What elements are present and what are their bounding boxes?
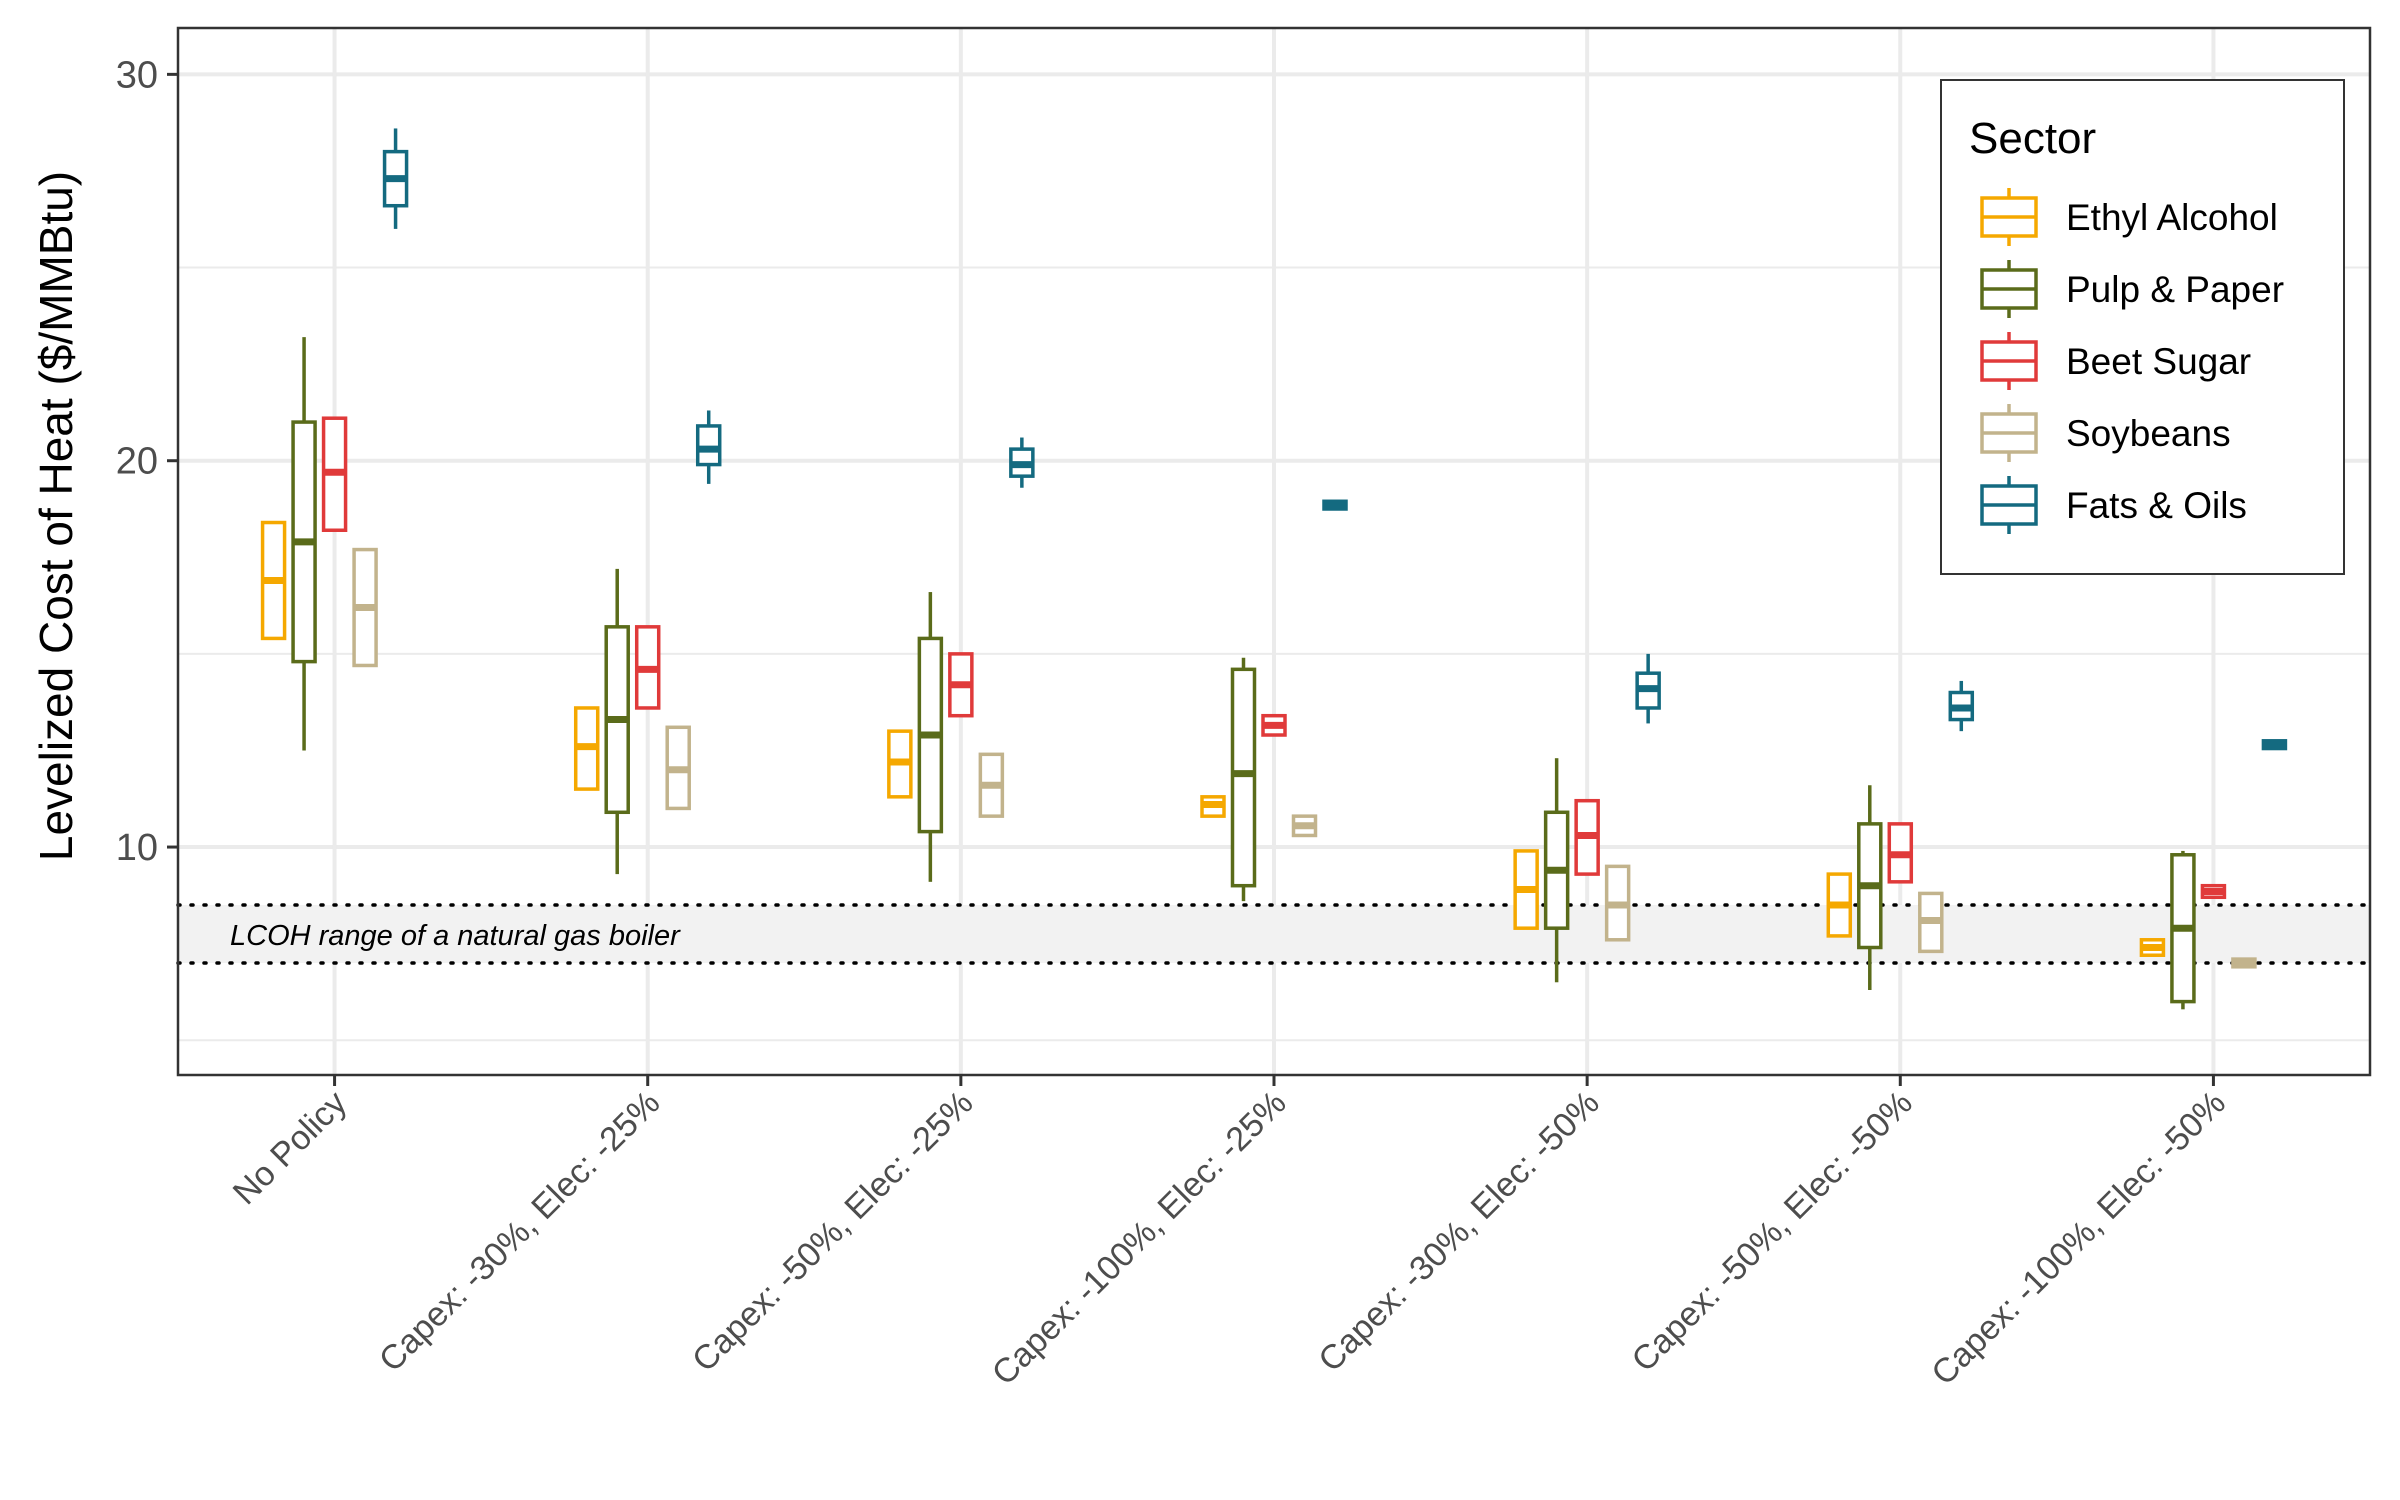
y-axis-title: Levelized Cost of Heat ($/MMBtu) bbox=[30, 171, 82, 861]
y-tick-label: 10 bbox=[116, 827, 158, 869]
box-beet-sugar bbox=[1261, 713, 1287, 737]
box-ethyl-alcohol bbox=[1200, 795, 1226, 818]
legend-label: Soybeans bbox=[2066, 413, 2231, 454]
box-pulp-paper bbox=[2170, 850, 2196, 1010]
y-tick-label: 20 bbox=[116, 441, 158, 483]
box-beet-sugar bbox=[948, 652, 974, 718]
box-ethyl-alcohol bbox=[1513, 849, 1539, 930]
box-beet-sugar bbox=[1887, 822, 1914, 884]
box-soybeans bbox=[1291, 814, 1318, 838]
box-ethyl-alcohol bbox=[2139, 938, 2166, 957]
box-pulp-paper bbox=[917, 592, 944, 882]
box-fats-oils bbox=[1635, 653, 1661, 724]
box-soybeans bbox=[1604, 864, 1631, 942]
box-fats-oils bbox=[2261, 739, 2288, 751]
box-fats-oils bbox=[1322, 499, 1348, 511]
box-soybeans bbox=[352, 547, 378, 668]
reference-band bbox=[178, 905, 2370, 963]
box-pulp-paper bbox=[1230, 657, 1257, 902]
box-pulp-paper bbox=[1543, 758, 1570, 983]
box-pulp-paper bbox=[291, 337, 317, 751]
box-iqr bbox=[695, 424, 722, 467]
legend-label: Beet Sugar bbox=[2066, 341, 2251, 382]
box-fats-oils bbox=[1948, 680, 1975, 732]
box-ethyl-alcohol bbox=[887, 729, 913, 799]
box-fats-oils bbox=[382, 128, 409, 229]
legend-item: Ethyl Alcohol bbox=[1980, 188, 2278, 246]
legend-item: Beet Sugar bbox=[1980, 332, 2251, 390]
box-fats-oils bbox=[695, 410, 722, 484]
box-fats-oils bbox=[1009, 437, 1035, 488]
box-soybeans bbox=[2231, 957, 2257, 969]
legend-title: Sector bbox=[1969, 114, 2096, 163]
legend-label: Ethyl Alcohol bbox=[2066, 197, 2278, 238]
legend-label: Fats & Oils bbox=[2066, 485, 2247, 526]
box-soybeans bbox=[1918, 891, 1944, 954]
legend-label: Pulp & Paper bbox=[2066, 269, 2284, 310]
box-soybeans bbox=[978, 752, 1005, 818]
legend-item: Fats & Oils bbox=[1980, 476, 2247, 534]
box-beet-sugar bbox=[1574, 798, 1600, 876]
reference-band-label: LCOH range of a natural gas boiler bbox=[230, 920, 681, 952]
box-pulp-paper bbox=[604, 568, 630, 875]
box-ethyl-alcohol bbox=[573, 706, 600, 791]
box-beet-sugar bbox=[634, 625, 661, 710]
box-ethyl-alcohol bbox=[1826, 872, 1853, 938]
box-pulp-paper bbox=[1857, 785, 1883, 991]
y-tick-label: 30 bbox=[116, 54, 158, 96]
box-beet-sugar bbox=[2200, 883, 2227, 900]
box-ethyl-alcohol bbox=[260, 520, 287, 641]
box-soybeans bbox=[665, 725, 691, 811]
box-iqr bbox=[1230, 667, 1257, 888]
legend-item: Pulp & Paper bbox=[1980, 260, 2284, 318]
legend-item: Soybeans bbox=[1980, 404, 2231, 462]
box-beet-sugar bbox=[321, 416, 348, 533]
